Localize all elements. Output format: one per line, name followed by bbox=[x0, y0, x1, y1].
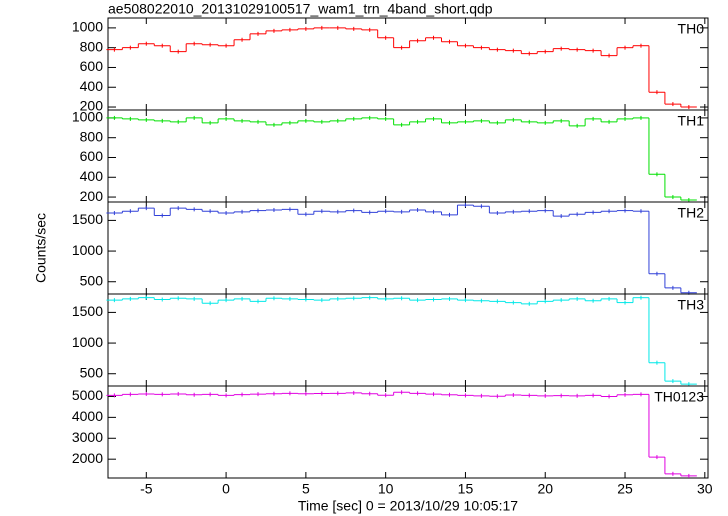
panel-frame bbox=[107, 201, 709, 295]
y-tick-label: 500 bbox=[80, 364, 104, 380]
panel-frame bbox=[107, 17, 709, 111]
y-tick-label: 400 bbox=[80, 78, 104, 94]
y-tick-label: 4000 bbox=[72, 408, 103, 424]
y-tick-label: 800 bbox=[80, 38, 104, 54]
x-tick-label: 25 bbox=[617, 481, 633, 497]
y-tick-label: 3000 bbox=[72, 429, 103, 445]
y-tick-label: 600 bbox=[80, 148, 104, 164]
y-tick-label: 1500 bbox=[72, 211, 103, 227]
y-tick-label: 600 bbox=[80, 58, 104, 74]
panel-frame bbox=[107, 109, 709, 203]
x-tick-label: -5 bbox=[140, 481, 153, 497]
x-axis-label: Time [sec] 0 = 2013/10/29 10:05:17 bbox=[298, 498, 518, 514]
x-tick-label: 15 bbox=[458, 481, 474, 497]
x-tick-label: 30 bbox=[697, 481, 713, 497]
y-tick-label: 1000 bbox=[72, 19, 103, 35]
x-tick-label: 10 bbox=[378, 481, 394, 497]
legend-label: TH0 bbox=[678, 21, 705, 37]
legend-label: TH0123 bbox=[654, 389, 704, 405]
y-tick-label: 1500 bbox=[72, 303, 103, 319]
y-tick-label: 400 bbox=[80, 168, 104, 184]
y-axis-label: Counts/sec bbox=[33, 213, 49, 283]
y-tick-label: 800 bbox=[80, 128, 104, 144]
y-tick-label: 1000 bbox=[72, 242, 103, 258]
legend-label: TH2 bbox=[678, 205, 705, 221]
y-tick-label: 200 bbox=[80, 98, 104, 114]
x-tick-label: 20 bbox=[537, 481, 553, 497]
y-tick-label: 1000 bbox=[72, 334, 103, 350]
y-tick-label: 200 bbox=[80, 188, 104, 204]
y-tick-label: 5000 bbox=[72, 387, 103, 403]
y-tick-label: 500 bbox=[80, 272, 104, 288]
y-tick-label: 2000 bbox=[72, 450, 103, 466]
legend-label: TH3 bbox=[678, 297, 705, 313]
panel-frame bbox=[107, 385, 709, 479]
chart-title: ae508022010_20131029100517_wam1_trn_4ban… bbox=[108, 1, 493, 17]
x-tick-label: 0 bbox=[222, 481, 230, 497]
x-tick-label: 5 bbox=[302, 481, 310, 497]
panel-frame bbox=[107, 293, 709, 387]
y-tick-label: 1000 bbox=[72, 109, 103, 125]
legend-label: TH1 bbox=[678, 113, 705, 129]
